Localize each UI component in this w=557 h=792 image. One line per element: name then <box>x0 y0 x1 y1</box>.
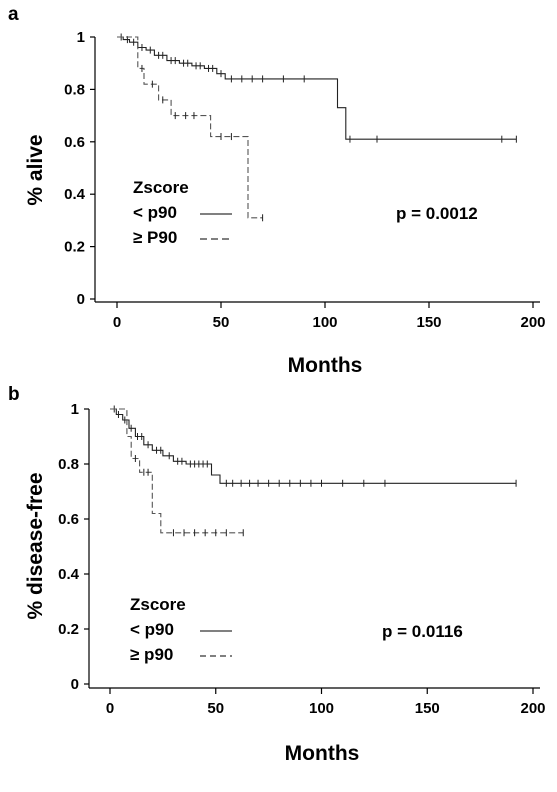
y-tick-label: 0 <box>77 291 85 308</box>
panel-a-x-ticks: 0 50 100 150 200 <box>113 302 546 331</box>
panel-b-y-axis-title: % disease-free <box>24 472 47 619</box>
panel-b-y-ticks: 0 0.2 0.4 0.6 0.8 1 <box>58 401 89 693</box>
x-tick-label: 100 <box>309 700 334 717</box>
panel-a-y-ticks: 0 0.2 0.4 0.6 0.8 1 <box>64 29 95 308</box>
x-tick-label: 50 <box>207 700 224 717</box>
panel-b-legend: Zscore < p90 ≥ p90 <box>130 595 232 664</box>
x-tick-label: 200 <box>520 700 545 717</box>
x-tick-label: 100 <box>312 314 337 331</box>
panel-a-x-axis-title: Months <box>288 354 363 377</box>
panel-a: a 0 0.2 0.4 0.6 0.8 1 0 50 100 150 200 Months % a… <box>8 4 546 377</box>
series-line-1 <box>117 36 517 140</box>
panel-b-legend-title: Zscore <box>130 595 186 614</box>
panel-b-legend-label-1: < p90 <box>130 620 174 639</box>
panel-a-y-axis-title: % alive <box>24 134 47 205</box>
x-tick-label: 0 <box>113 314 121 331</box>
y-tick-label: 0 <box>71 676 79 693</box>
series-line-2 <box>117 36 263 219</box>
panel-b-series <box>110 405 517 537</box>
y-tick-label: 0.2 <box>64 239 85 256</box>
y-tick-label: 0.6 <box>64 134 85 151</box>
x-tick-label: 150 <box>416 314 441 331</box>
panel-b-letter: b <box>8 384 20 405</box>
x-tick-label: 200 <box>520 314 545 331</box>
x-tick-label: 150 <box>415 700 440 717</box>
x-tick-label: 0 <box>106 700 114 717</box>
panel-a-pvalue: p = 0.0012 <box>396 204 478 223</box>
panel-a-legend: Zscore < p90 ≥ P90 <box>133 178 232 247</box>
panel-a-legend-label-1: < p90 <box>133 203 177 222</box>
y-tick-label: 0.8 <box>58 456 79 473</box>
panel-a-letter: a <box>8 4 19 25</box>
y-tick-label: 1 <box>77 29 85 46</box>
panel-b-axes <box>88 409 540 689</box>
y-tick-label: 0.8 <box>64 81 85 98</box>
x-tick-label: 50 <box>213 314 230 331</box>
series-line-2 <box>110 408 244 534</box>
series-line-1 <box>110 408 517 484</box>
panel-a-series <box>117 33 517 222</box>
panel-b-x-axis-title: Months <box>285 742 360 765</box>
y-tick-label: 0.6 <box>58 511 79 528</box>
y-tick-label: 1 <box>71 401 79 418</box>
y-tick-label: 0.4 <box>64 186 86 203</box>
panel-b: b 0 0.2 0.4 0.6 0.8 1 0 50 100 150 200 Months % d… <box>8 384 546 765</box>
panel-a-legend-title: Zscore <box>133 178 189 197</box>
panel-b-legend-label-2: ≥ p90 <box>130 645 173 664</box>
panel-b-pvalue: p = 0.0116 <box>382 622 463 641</box>
panel-a-axes <box>94 37 540 303</box>
panel-b-x-ticks: 0 50 100 150 200 <box>106 688 546 717</box>
y-tick-label: 0.4 <box>58 566 80 583</box>
panel-a-legend-label-2: ≥ P90 <box>133 228 177 247</box>
y-tick-label: 0.2 <box>58 621 79 638</box>
